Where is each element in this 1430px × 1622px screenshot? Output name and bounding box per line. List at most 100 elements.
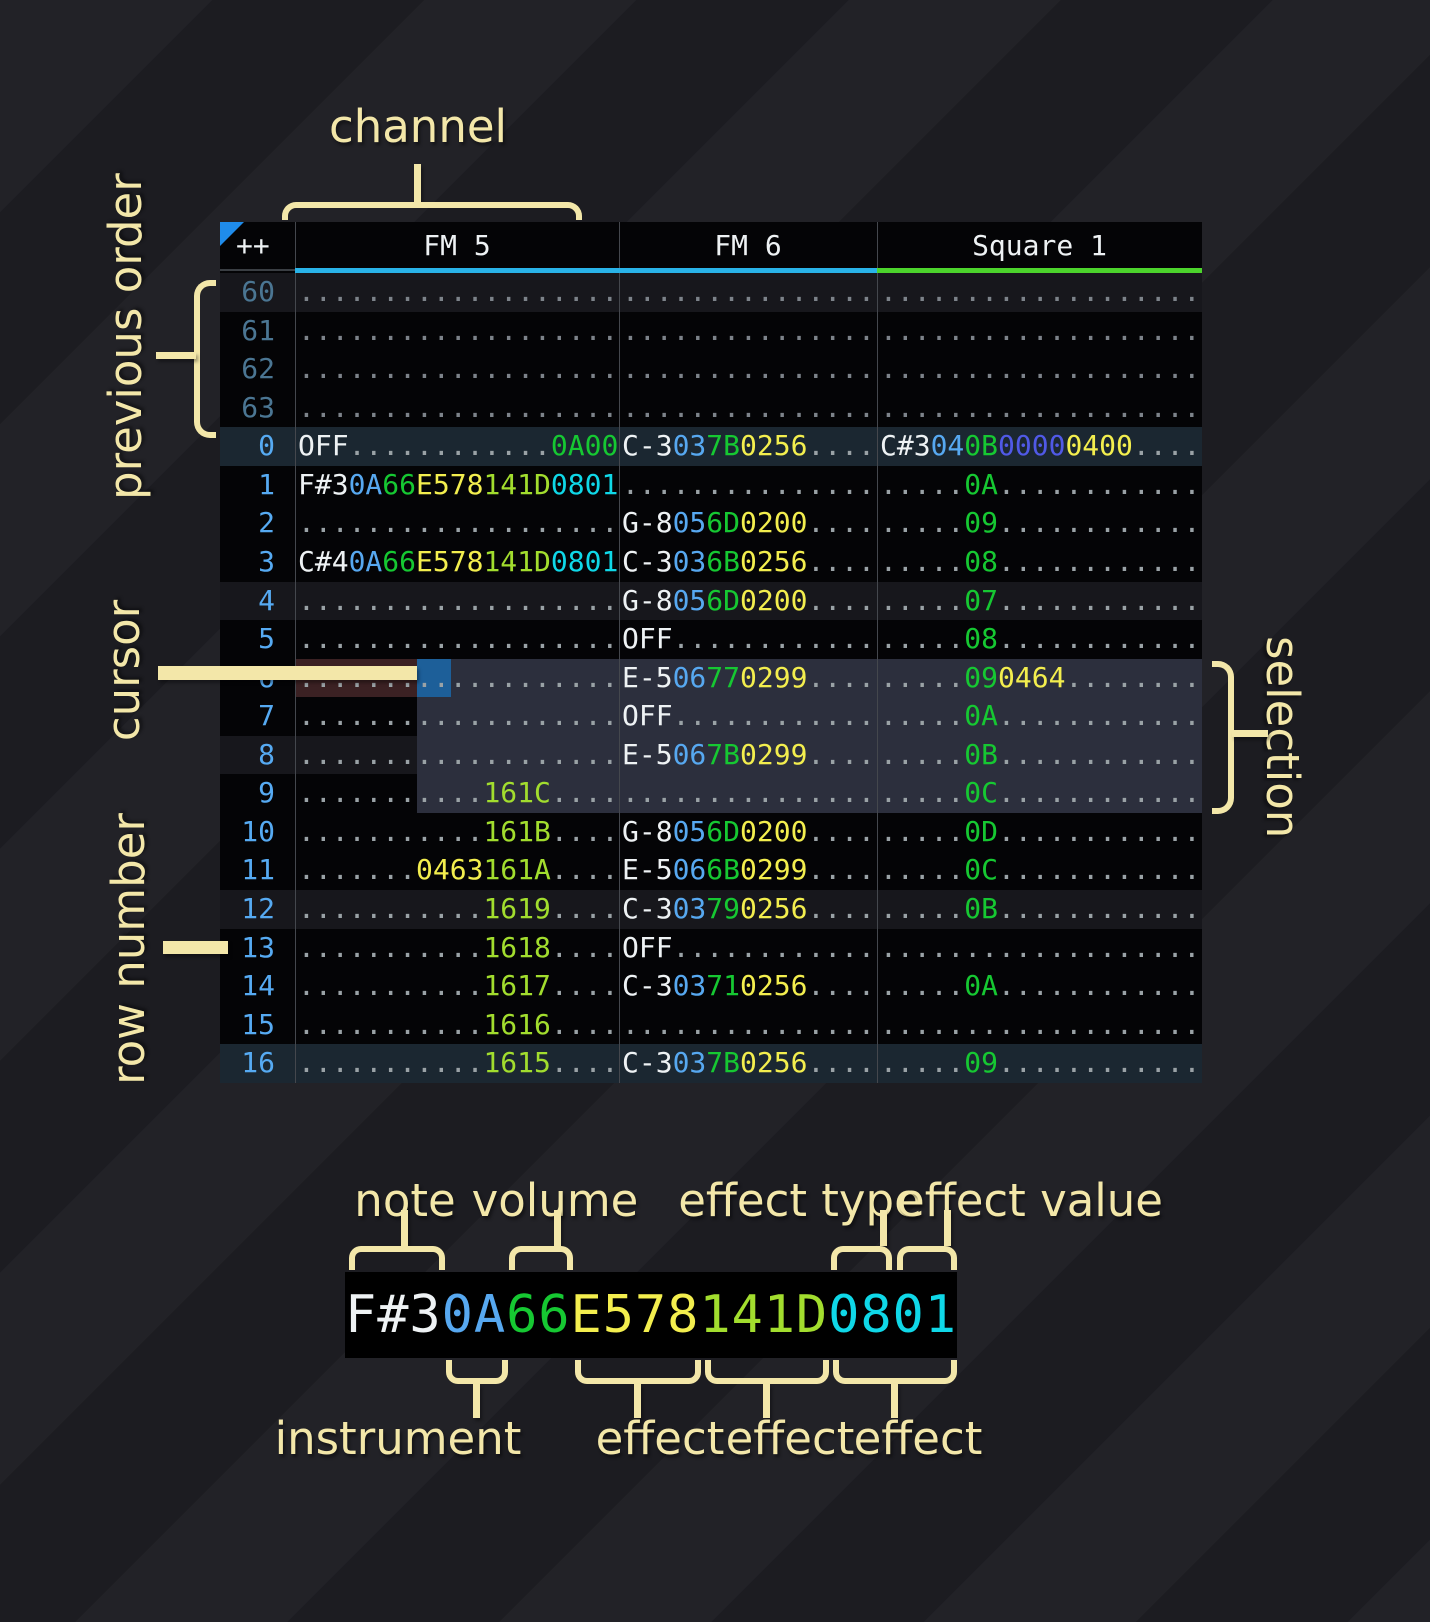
pattern-cell-sq1[interactable]: .....09............ [877, 1044, 1202, 1083]
pattern-cell-fm5[interactable]: ................... [295, 312, 619, 351]
order-corner-cell[interactable]: ++ [220, 222, 295, 268]
pattern-cell-fm6[interactable]: C-3037B0256.... [619, 1044, 877, 1083]
channel-header-fm5[interactable]: FM 5 [295, 222, 619, 268]
cell-segment: .... [807, 969, 875, 1003]
pattern-cell-fm6[interactable]: OFF............ [619, 697, 877, 736]
pattern-cell-fm5[interactable]: ...........1616.... [295, 1006, 619, 1045]
pattern-cell-sq1[interactable]: .....09............ [877, 504, 1202, 543]
pattern-cell-sq1[interactable]: C#3040B00000400.... [877, 427, 1202, 466]
cell-segment: .... [550, 1046, 619, 1080]
pattern-cell-sq1[interactable]: .....0B............ [877, 736, 1202, 775]
cell-segment: 0256 [740, 892, 808, 925]
pattern-cell-fm6[interactable]: G-8056D0200.... [619, 504, 877, 543]
cell-segment: 7B [706, 1046, 741, 1080]
pattern-cell-sq1[interactable]: ................... [877, 929, 1202, 968]
legend-brace-effect-type [831, 1246, 892, 1270]
cell-segment: 66 [382, 544, 417, 578]
pattern-cell-fm5[interactable]: OFF............0A00 [295, 427, 619, 466]
pattern-cell-sq1[interactable]: .....08............ [877, 620, 1202, 659]
pattern-cell-fm6[interactable]: C-3036B0256.... [619, 543, 877, 582]
cell-segment: OFF [622, 622, 673, 656]
legend-brace-effect-2 [705, 1360, 829, 1384]
pattern-cell-sq1[interactable]: .....0A............ [877, 466, 1202, 505]
pattern-cell-fm6[interactable]: ............... [619, 350, 877, 389]
row-number: 61 [241, 313, 275, 347]
pattern-cell-fm6[interactable]: OFF............ [619, 620, 877, 659]
pattern-cell-fm6[interactable]: ............... [619, 774, 877, 813]
pattern-cell-sq1[interactable]: .....08............ [877, 543, 1202, 582]
pattern-cell-fm6[interactable]: ............... [619, 466, 877, 505]
cell-segment: G-8 [622, 583, 673, 617]
cell-segment: 6B [706, 544, 741, 578]
cell-segment: ..... [880, 892, 965, 925]
cell-segment: 04 [930, 429, 965, 463]
pattern-cell-fm5[interactable]: C#40A66E578141D0801 [295, 543, 619, 582]
pattern-cell-sq1[interactable]: .....07............ [877, 582, 1202, 621]
pattern-cell-fm5[interactable]: ................... [295, 350, 619, 389]
cell-segment: .... [550, 892, 619, 925]
pattern-cell-fm5[interactable]: ................... [295, 620, 619, 659]
pattern-cell-sq1[interactable]: .....0D............ [877, 813, 1202, 852]
pattern-row: 61......................................… [220, 312, 1202, 351]
cell-segment: ........... [298, 1007, 484, 1041]
pattern-cell-fm5[interactable]: ...........161B.... [295, 813, 619, 852]
pattern-cell-fm6[interactable]: ............... [619, 273, 877, 312]
pattern-cell-fm5[interactable]: ................... [295, 697, 619, 736]
pattern-cell-sq1[interactable]: ................... [877, 312, 1202, 351]
pattern-cell-sq1[interactable]: .....0A............ [877, 697, 1202, 736]
channel-header-sq1[interactable]: Square 1 [877, 222, 1202, 268]
cell-segment: 0200 [740, 506, 808, 540]
pattern-cell-fm6[interactable]: ............... [619, 389, 877, 428]
pattern-row: 63......................................… [220, 389, 1202, 428]
pattern-cell-fm5[interactable]: ...........1615.... [295, 1044, 619, 1083]
pattern-cell-fm5[interactable]: ...........1618.... [295, 929, 619, 968]
pattern-cell-sq1[interactable]: .....090464........ [877, 659, 1202, 698]
cell-segment: ............ [998, 892, 1201, 925]
channel-pointer-tick [414, 164, 421, 204]
pattern-cell-sq1[interactable]: ................... [877, 1006, 1202, 1045]
pattern-cell-sq1[interactable]: .....0C............ [877, 774, 1202, 813]
pattern-cursor [417, 658, 451, 698]
pattern-cell-fm6[interactable]: C-3037B0256.... [619, 427, 877, 466]
pattern-cell-fm6[interactable]: E-506770299.... [619, 659, 877, 698]
pattern-cell-fm5[interactable]: ................... [295, 389, 619, 428]
pattern-cell-sq1[interactable]: ................... [877, 350, 1202, 389]
pattern-cell-fm5[interactable]: ................... [295, 504, 619, 543]
cell-segment: E578 [416, 467, 484, 501]
pattern-cell-fm5[interactable]: ...........1619.... [295, 890, 619, 929]
pattern-cell-fm6[interactable]: E-5067B0299.... [619, 736, 877, 775]
pattern-cell-fm6[interactable]: OFF............ [619, 929, 877, 968]
example-segment: 66 [506, 1285, 571, 1345]
pattern-cell-example: F#30A66E578141D0801 [345, 1272, 957, 1358]
channel-underline-fm5 [295, 268, 619, 273]
pattern-cell-fm6[interactable]: ............... [619, 1006, 877, 1045]
pattern-cell-fm6[interactable]: G-8056D0200.... [619, 582, 877, 621]
pattern-cell-fm6[interactable]: E-5066B0299.... [619, 851, 877, 890]
pattern-cell-fm6[interactable]: C-303710256.... [619, 967, 877, 1006]
pattern-cell-sq1[interactable]: ................... [877, 273, 1202, 312]
pattern-cell-fm5[interactable]: ................... [295, 273, 619, 312]
channel-header-fm6[interactable]: FM 6 [619, 222, 877, 268]
pattern-cell-fm5[interactable]: ...........161C.... [295, 774, 619, 813]
cell-segment: ............... [622, 352, 875, 386]
pattern-cell-fm5[interactable]: ................... [295, 582, 619, 621]
pattern-cell-fm6[interactable]: G-8056D0200.... [619, 813, 877, 852]
pattern-cell-sq1[interactable]: .....0B............ [877, 890, 1202, 929]
row-number: 5 [258, 622, 275, 656]
pattern-cell-fm6[interactable]: ............... [619, 312, 877, 351]
pattern-row: 2................... G-8056D0200.........… [220, 504, 1202, 543]
row-highlight [220, 890, 1202, 929]
cell-segment: 09 [964, 1046, 999, 1080]
pattern-cell-sq1[interactable]: ................... [877, 389, 1202, 428]
pattern-cell-sq1[interactable]: .....0C............ [877, 851, 1202, 890]
pattern-cell-fm5[interactable]: .......0463161A.... [295, 851, 619, 890]
pattern-cell-sq1[interactable]: .....0A............ [877, 967, 1202, 1006]
pattern-cell-fm6[interactable]: C-303790256.... [619, 890, 877, 929]
pattern-row: 12 ...........1619.... C-303790256........… [220, 890, 1202, 929]
pattern-cell-fm5[interactable]: F#30A66E578141D0801 [295, 466, 619, 505]
pattern-cell-fm5[interactable]: ................... [295, 736, 619, 775]
legend-brace-volume [509, 1246, 573, 1270]
legend-tick [634, 1384, 641, 1418]
cell-segment: ..... [880, 467, 965, 501]
pattern-cell-fm5[interactable]: ...........1617.... [295, 967, 619, 1006]
